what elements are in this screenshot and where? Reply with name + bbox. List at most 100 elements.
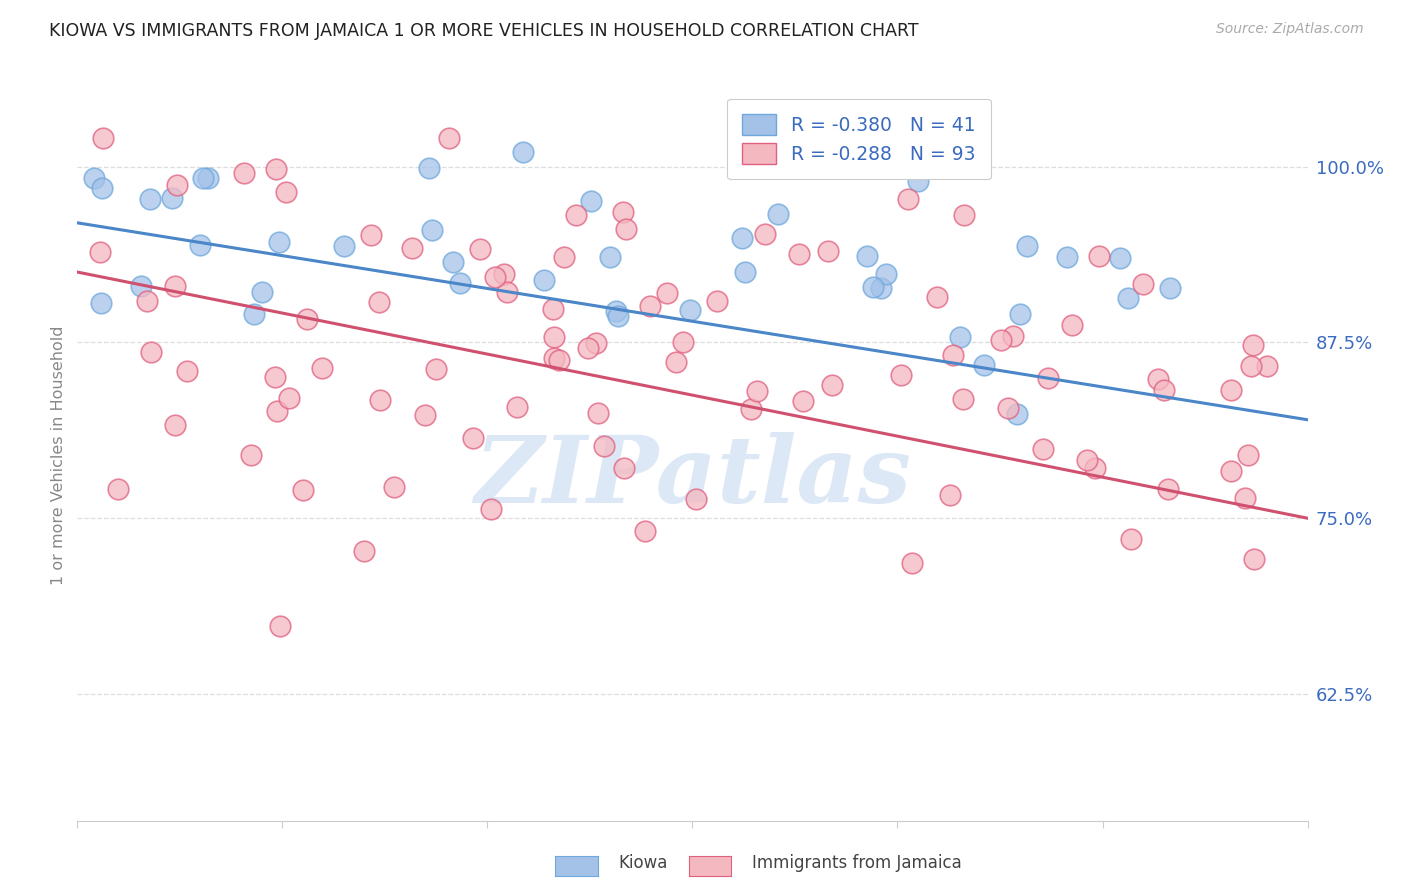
- Point: [586, 406, 609, 420]
- Point: [734, 265, 756, 279]
- Point: [437, 131, 460, 145]
- Point: [655, 286, 678, 301]
- Point: [939, 488, 962, 502]
- Text: Source: ZipAtlas.com: Source: ZipAtlas.com: [1216, 22, 1364, 37]
- Point: [141, 345, 163, 359]
- Point: [165, 418, 187, 433]
- Point: [1119, 532, 1142, 546]
- Text: Kiowa: Kiowa: [619, 855, 668, 872]
- Point: [1256, 359, 1278, 373]
- Point: [553, 250, 575, 264]
- Point: [291, 483, 314, 498]
- Point: [543, 330, 565, 344]
- Point: [278, 391, 301, 405]
- Point: [333, 239, 356, 253]
- Point: [1015, 238, 1038, 252]
- Point: [353, 543, 375, 558]
- Point: [745, 384, 768, 399]
- Point: [862, 280, 884, 294]
- Point: [672, 334, 695, 349]
- Point: [953, 208, 976, 222]
- Point: [706, 294, 728, 309]
- Point: [1132, 277, 1154, 292]
- Point: [484, 270, 506, 285]
- Point: [1237, 448, 1260, 462]
- Point: [360, 228, 382, 243]
- Point: [564, 208, 586, 222]
- Point: [1060, 318, 1083, 333]
- Text: ZIPatlas: ZIPatlas: [474, 432, 911, 522]
- Point: [766, 207, 789, 221]
- Text: Immigrants from Jamaica: Immigrants from Jamaica: [752, 855, 962, 872]
- Point: [1056, 250, 1078, 264]
- Point: [1005, 407, 1028, 421]
- Point: [266, 404, 288, 418]
- Point: [613, 460, 636, 475]
- Point: [463, 432, 485, 446]
- Point: [1116, 291, 1139, 305]
- Point: [685, 492, 707, 507]
- Point: [512, 145, 534, 160]
- Point: [382, 480, 405, 494]
- Point: [875, 268, 897, 282]
- Point: [856, 249, 879, 263]
- Point: [792, 394, 814, 409]
- Point: [1088, 248, 1111, 262]
- Point: [593, 439, 616, 453]
- Point: [264, 161, 287, 176]
- Point: [468, 243, 491, 257]
- Point: [890, 368, 912, 383]
- Point: [420, 223, 443, 237]
- Point: [607, 310, 630, 324]
- Point: [948, 330, 970, 344]
- Point: [425, 361, 447, 376]
- Point: [897, 192, 920, 206]
- Point: [188, 237, 211, 252]
- Point: [1219, 464, 1241, 478]
- Point: [90, 295, 112, 310]
- Point: [1147, 372, 1170, 386]
- Point: [1159, 281, 1181, 295]
- Point: [679, 302, 702, 317]
- Point: [240, 448, 263, 462]
- Point: [1153, 383, 1175, 397]
- Point: [1038, 371, 1060, 385]
- Point: [191, 171, 214, 186]
- Point: [263, 370, 285, 384]
- Point: [869, 281, 891, 295]
- Point: [311, 360, 333, 375]
- Point: [233, 166, 256, 180]
- Point: [973, 359, 995, 373]
- Point: [952, 392, 974, 407]
- Point: [368, 392, 391, 407]
- Point: [449, 276, 471, 290]
- Point: [740, 401, 762, 416]
- Point: [1240, 359, 1263, 373]
- Point: [1233, 491, 1256, 505]
- Point: [83, 171, 105, 186]
- Point: [585, 336, 607, 351]
- Point: [817, 244, 839, 259]
- Legend: R = -0.380   N = 41, R = -0.288   N = 93: R = -0.380 N = 41, R = -0.288 N = 93: [727, 99, 991, 179]
- Point: [1084, 460, 1107, 475]
- Point: [605, 304, 627, 318]
- Point: [129, 278, 152, 293]
- Point: [576, 341, 599, 355]
- Point: [139, 192, 162, 206]
- Point: [1002, 329, 1025, 343]
- Point: [754, 227, 776, 241]
- Point: [492, 267, 515, 281]
- Point: [547, 352, 569, 367]
- Point: [479, 502, 502, 516]
- Point: [614, 221, 637, 235]
- Point: [1219, 384, 1241, 398]
- Point: [274, 186, 297, 200]
- Point: [413, 409, 436, 423]
- Point: [176, 364, 198, 378]
- Point: [496, 285, 519, 299]
- Point: [367, 294, 389, 309]
- Point: [901, 556, 924, 570]
- Point: [612, 205, 634, 219]
- Point: [295, 312, 318, 326]
- Text: KIOWA VS IMMIGRANTS FROM JAMAICA 1 OR MORE VEHICLES IN HOUSEHOLD CORRELATION CHA: KIOWA VS IMMIGRANTS FROM JAMAICA 1 OR MO…: [49, 22, 920, 40]
